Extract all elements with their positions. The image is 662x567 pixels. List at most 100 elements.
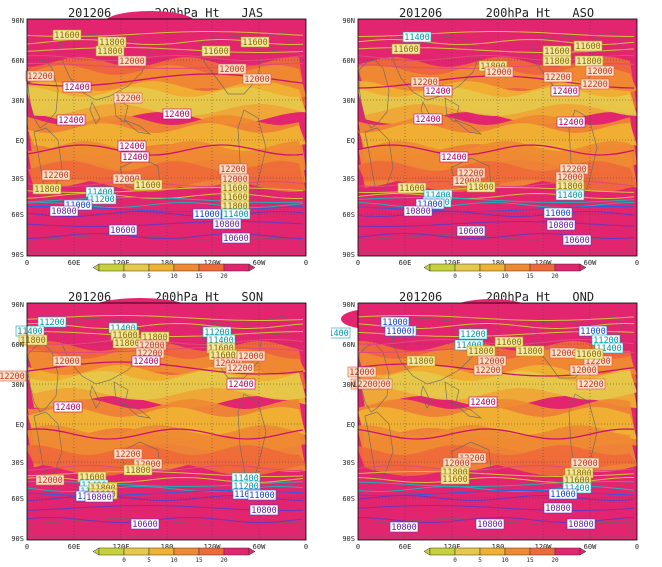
contour-label: 10800 (546, 219, 576, 231)
contour-label: 11000 (548, 488, 578, 500)
contour-label-box (468, 396, 498, 408)
lat-label: EQ (347, 421, 355, 429)
contour-label-box (543, 207, 573, 219)
contour-label: 12400 (439, 151, 469, 163)
map-svg: 1100011200114001100011200114001100011200… (331, 299, 639, 564)
contour-label-box (475, 518, 505, 530)
contour-label-text: 12000 (119, 57, 145, 67)
contour-label-text: 10600 (564, 236, 590, 246)
contour-label-text: 12200 (352, 380, 378, 390)
contour-label-box (236, 350, 266, 362)
contour-label-box (562, 234, 592, 246)
coastline-4 (113, 97, 129, 123)
contour-label-box (133, 179, 163, 191)
contour-8 (26, 197, 304, 203)
contour-label-box (543, 502, 573, 514)
contour-label-box (423, 85, 453, 97)
colorbar-swatch (123, 263, 150, 272)
colorbar: 0 5 10 15 20 (423, 263, 587, 280)
map-frame (26, 18, 307, 257)
contour-label-text: 11200 (460, 330, 486, 340)
contour-label-box (397, 182, 427, 194)
colorbar-arrow-right (579, 263, 587, 272)
contour-label-text: 11600 (576, 350, 602, 360)
panel-season: JAS (241, 6, 264, 20)
contour-12 (357, 505, 635, 511)
contour-label: 12000 (242, 73, 272, 85)
contour-label: 12200 (41, 169, 71, 181)
contour-2 (26, 47, 304, 53)
contour-label-box (515, 345, 545, 357)
colorbar-tick: 5 (147, 273, 151, 280)
contour-label-text: 10800 (214, 220, 240, 230)
colorbar-arrow-left (423, 263, 431, 272)
lon-label: 60E (68, 543, 81, 551)
map-panel-jas: 201206 200hPa Ht JAS 11600 11800 11600 1180… (0, 0, 331, 283)
contour-label-text: 12400 (58, 116, 84, 126)
contour-label-text: 12000 (444, 459, 470, 469)
contour-label: 12000 (112, 173, 142, 185)
lat-label: EQ (16, 421, 24, 429)
colorbar: 0 5 10 15 20 (423, 547, 587, 564)
colorbar: 0 5 10 15 20 (92, 547, 256, 564)
contour-label-box (350, 378, 380, 390)
contour-label-box (0, 370, 27, 382)
contour-label: 12000 (570, 457, 600, 469)
contour-label-text: 11600 (222, 184, 248, 194)
contour-label-box (242, 73, 272, 85)
contour-label-text: 11200 (593, 336, 619, 346)
contour-label-box (494, 336, 524, 348)
lon-label: 60E (399, 543, 412, 551)
contour-label-text: 12400 (133, 357, 159, 367)
coastline-5 (123, 119, 152, 135)
contour-label-box (226, 378, 256, 390)
colorbar-swatch (173, 547, 200, 556)
contour-label-text: 12000 (244, 75, 270, 85)
contour-label-box (556, 116, 586, 128)
contour-label-text: 11600 (135, 181, 161, 191)
panel-variable: 200hPa Ht (485, 6, 551, 20)
contour-label-text: 11800 (566, 469, 592, 479)
lon-label: 120W (204, 543, 222, 551)
contour-label-text: 12400 (441, 153, 467, 163)
contour-label-text: 11600 (496, 338, 522, 348)
contour-label-text: 11200 (89, 195, 115, 205)
contour-label-box (18, 334, 48, 346)
contour-label-box (580, 78, 610, 90)
contour-label-box (108, 224, 138, 236)
contour-label-text: 11000 (580, 327, 606, 337)
colorbar-swatch (429, 547, 456, 556)
contour-label-text: 12200 (43, 171, 69, 181)
contour-label-text: 10800 (477, 520, 503, 530)
lat-label: 30N (11, 97, 24, 105)
contour-label: 10800 (84, 491, 114, 503)
contour-label-box (123, 464, 153, 476)
contour-label-box (389, 521, 419, 533)
contour-label: 11600 (542, 45, 572, 57)
colorbar-tick: 0 (122, 273, 126, 280)
contour-label-text: 11000 (382, 318, 408, 328)
lon-label: 60W (584, 259, 597, 267)
contour-label-text: 12000 (349, 368, 375, 378)
contour-label-text: 12200 (545, 73, 571, 83)
panel-season: OND (572, 290, 595, 304)
contour-1 (26, 322, 304, 329)
contour-label-text: 11800 (408, 357, 434, 367)
contour-label-box (484, 66, 514, 78)
contour-label: 11600 (440, 473, 470, 485)
shade-patch-0 (451, 299, 531, 321)
colorbar-tick: 20 (551, 273, 559, 280)
contour-label-text: 12000 (222, 175, 248, 185)
contour-label-text: 12000 (114, 175, 140, 185)
contour-label: 12400 (162, 108, 192, 120)
contour-label-text: 12400 (415, 115, 441, 125)
contour-label-text: 11200 (233, 482, 259, 492)
lon-label: 180 (161, 259, 174, 267)
panel-title: 201206 200hPa Ht ASO (331, 6, 662, 20)
contour-label-text: 11800 (222, 202, 248, 212)
contour-label: 11800 (112, 337, 142, 349)
contour-label: 10800 (543, 502, 573, 514)
colorbar-swatch (223, 547, 250, 556)
contour-label-text: 12000 (572, 459, 598, 469)
